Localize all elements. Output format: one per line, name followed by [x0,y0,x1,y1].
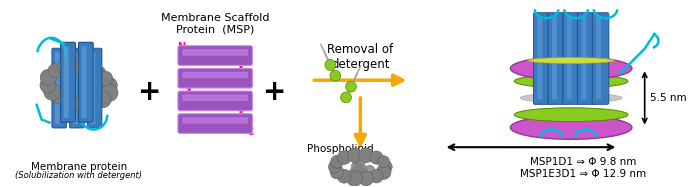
Text: (Solubilization with detergent): (Solubilization with detergent) [15,171,142,180]
Circle shape [354,157,365,168]
Circle shape [71,96,86,111]
Circle shape [346,171,363,186]
Circle shape [337,151,351,165]
FancyBboxPatch shape [178,68,253,88]
Circle shape [92,66,106,80]
Text: N: N [177,42,185,52]
Circle shape [57,58,75,76]
Text: +: + [263,78,287,106]
Circle shape [355,165,367,176]
Circle shape [359,171,373,186]
Ellipse shape [510,116,632,139]
FancyBboxPatch shape [81,46,86,118]
Circle shape [337,169,351,183]
Ellipse shape [510,56,632,80]
Circle shape [52,90,66,104]
FancyBboxPatch shape [182,72,248,78]
Ellipse shape [528,58,615,63]
Circle shape [98,71,113,86]
FancyBboxPatch shape [596,17,601,99]
Text: Membrane Scaffold
Protein  (MSP): Membrane Scaffold Protein (MSP) [161,13,270,35]
Circle shape [43,83,61,100]
FancyBboxPatch shape [64,46,69,118]
Circle shape [354,168,363,177]
FancyBboxPatch shape [64,46,69,118]
FancyBboxPatch shape [69,48,84,128]
FancyBboxPatch shape [538,17,542,99]
FancyBboxPatch shape [61,42,76,122]
Circle shape [71,58,88,75]
FancyBboxPatch shape [78,42,93,122]
Circle shape [328,161,340,173]
FancyBboxPatch shape [178,91,253,111]
FancyBboxPatch shape [552,17,557,99]
Text: MSP1E3D1 ⇒ Φ 12.9 nm: MSP1E3D1 ⇒ Φ 12.9 nm [520,169,646,179]
FancyBboxPatch shape [592,13,609,104]
Circle shape [83,95,99,112]
FancyBboxPatch shape [61,42,76,122]
FancyBboxPatch shape [582,17,587,99]
Circle shape [330,165,344,179]
FancyBboxPatch shape [563,13,580,104]
FancyBboxPatch shape [182,117,248,124]
Text: +: + [138,78,161,106]
Ellipse shape [520,93,622,103]
FancyBboxPatch shape [55,52,60,124]
Circle shape [83,62,97,76]
Circle shape [40,69,57,86]
FancyBboxPatch shape [78,42,93,122]
Circle shape [346,81,356,92]
FancyBboxPatch shape [90,52,95,124]
Circle shape [325,60,336,70]
Circle shape [341,92,351,103]
FancyBboxPatch shape [533,13,550,104]
Text: MSP1D1 ⇒ Φ 9.8 nm: MSP1D1 ⇒ Φ 9.8 nm [530,157,636,167]
Text: 5.5 nm: 5.5 nm [650,93,686,103]
Circle shape [380,161,392,173]
Circle shape [370,151,383,164]
Text: Membrane protein: Membrane protein [31,162,127,172]
Circle shape [330,70,341,81]
FancyBboxPatch shape [81,46,86,118]
Circle shape [48,64,62,78]
FancyBboxPatch shape [88,48,102,128]
Circle shape [358,168,368,178]
Circle shape [347,148,362,163]
Circle shape [377,156,390,168]
Circle shape [365,165,374,176]
Circle shape [61,94,75,108]
Circle shape [94,91,111,108]
Text: Removal of
detergent: Removal of detergent [327,43,393,71]
Circle shape [40,77,56,93]
FancyBboxPatch shape [73,52,78,124]
FancyBboxPatch shape [178,114,253,133]
Ellipse shape [514,74,628,88]
Circle shape [358,148,374,163]
Circle shape [351,161,362,172]
Circle shape [376,165,391,180]
Circle shape [350,168,359,177]
Text: C: C [247,127,254,137]
FancyBboxPatch shape [567,17,572,99]
FancyBboxPatch shape [178,46,253,65]
Text: Phospholipid: Phospholipid [307,144,374,154]
FancyBboxPatch shape [578,13,594,104]
FancyBboxPatch shape [182,94,248,101]
Circle shape [357,168,366,177]
Circle shape [370,169,383,183]
Circle shape [102,77,118,93]
FancyBboxPatch shape [182,49,248,56]
Circle shape [330,155,344,168]
Circle shape [101,84,118,102]
Ellipse shape [514,108,628,122]
FancyBboxPatch shape [548,13,565,104]
FancyBboxPatch shape [52,48,66,128]
